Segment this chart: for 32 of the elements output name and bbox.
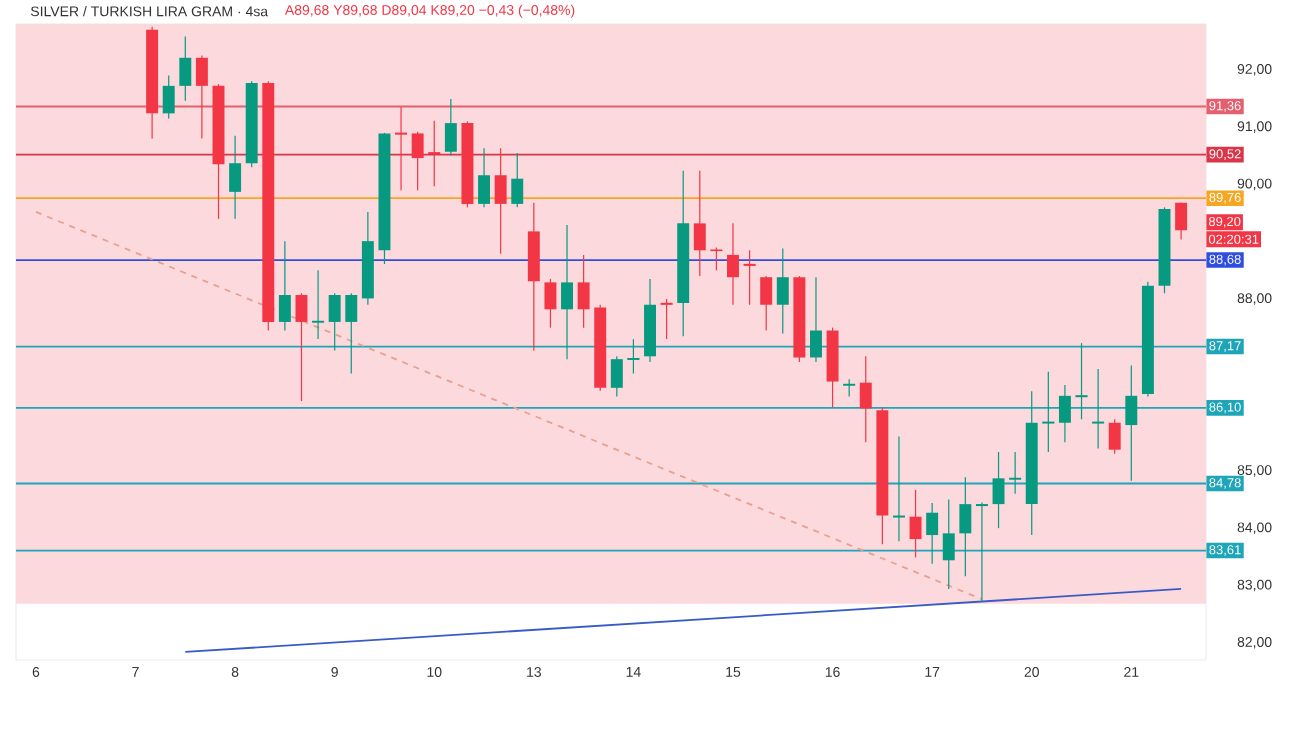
candlestick	[1108, 418, 1121, 455]
candlestick	[162, 74, 175, 120]
candlestick	[295, 292, 308, 402]
candlestick	[511, 152, 524, 208]
candlestick	[693, 170, 706, 277]
candlestick	[195, 54, 208, 140]
candlestick	[926, 502, 939, 565]
candlestick	[760, 275, 773, 332]
candlestick	[179, 35, 192, 102]
candlestick	[959, 476, 972, 577]
candlestick	[544, 278, 557, 329]
candlestick	[345, 292, 358, 375]
candlestick	[444, 98, 457, 157]
candlestick	[810, 276, 822, 363]
candlestick	[1175, 202, 1188, 241]
candlestick	[229, 135, 242, 220]
candlestick	[1058, 384, 1071, 443]
candlestick	[411, 131, 424, 191]
candlestick	[776, 247, 789, 334]
candlestick	[478, 147, 491, 208]
candlestick	[278, 240, 291, 332]
candlestick	[328, 292, 341, 352]
candlestick	[577, 254, 590, 329]
candlestick	[727, 222, 739, 306]
candlestick	[909, 489, 922, 559]
candlestick	[942, 498, 955, 590]
candlestick	[992, 451, 1005, 529]
candlestick	[1125, 364, 1138, 482]
candlestick	[561, 224, 573, 360]
candlestick	[859, 355, 872, 443]
candlestick	[494, 147, 507, 255]
candlestick	[610, 355, 623, 398]
